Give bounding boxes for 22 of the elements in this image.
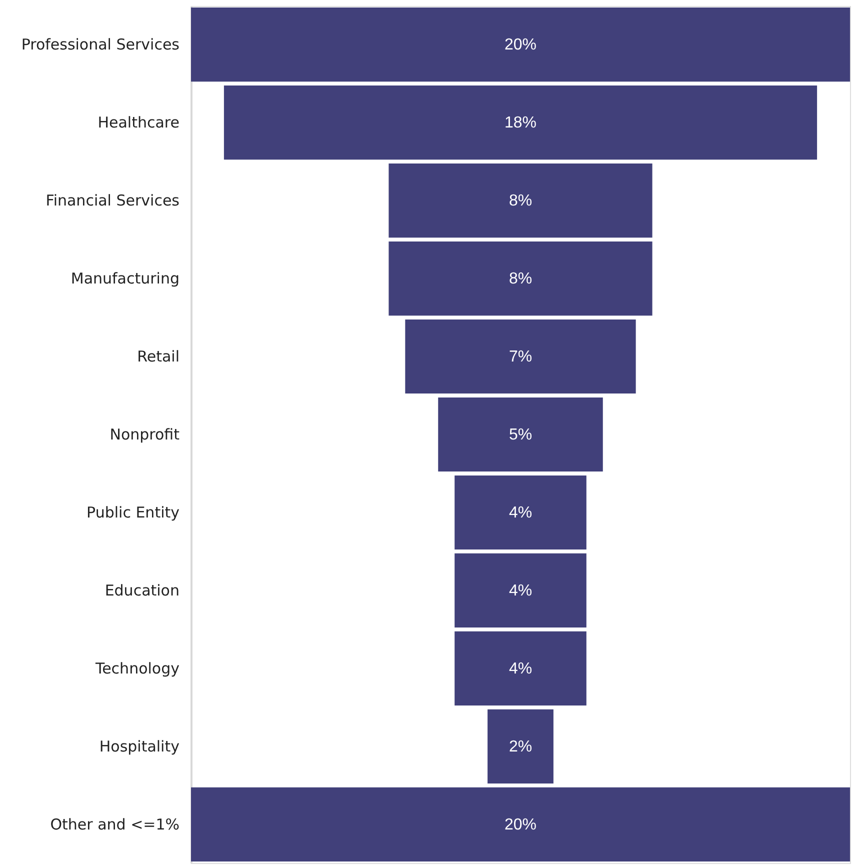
data-label: 4%	[508, 582, 532, 600]
category-label: Professional Services	[21, 36, 180, 54]
data-label: 8%	[508, 270, 532, 288]
category-label: Healthcare	[98, 114, 180, 132]
data-label: 18%	[504, 114, 537, 132]
data-label: 7%	[508, 348, 532, 366]
data-label: 2%	[508, 738, 532, 756]
category-label: Technology	[94, 659, 180, 678]
data-label: 20%	[504, 816, 537, 834]
category-label: Education	[104, 581, 180, 600]
category-label: Public Entity	[86, 503, 180, 522]
category-label: Financial Services	[46, 192, 180, 210]
category-label: Retail	[137, 348, 180, 366]
data-label: 20%	[504, 36, 537, 54]
data-label: 4%	[508, 660, 532, 678]
category-label: Manufacturing	[70, 270, 180, 288]
category-label: Other and <=1%	[50, 815, 180, 834]
category-label: Hospitality	[99, 737, 180, 756]
data-label: 8%	[508, 192, 532, 210]
data-label: 4%	[508, 504, 532, 522]
data-label: 5%	[508, 426, 532, 444]
category-label: Nonprofit	[110, 426, 180, 444]
